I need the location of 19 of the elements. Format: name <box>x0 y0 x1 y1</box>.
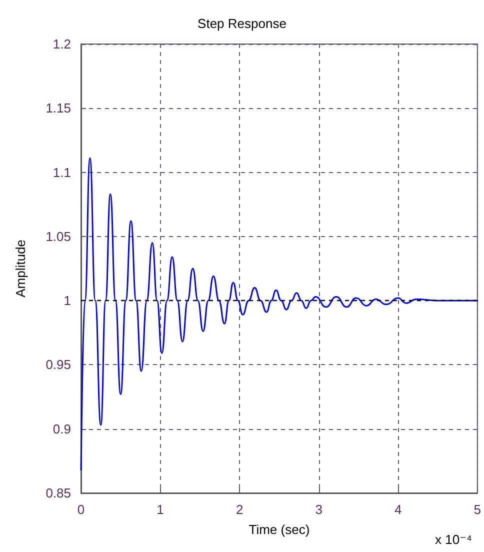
y-tick-label: 1.1 <box>52 164 71 180</box>
y-tick-label: 1.05 <box>46 228 71 244</box>
x-tick-label: 5 <box>474 502 481 517</box>
x-tick-label: 1 <box>156 502 164 517</box>
line-series <box>80 157 478 471</box>
x-tick-label: 3 <box>315 502 322 517</box>
y-axis-title: Amplitude <box>13 240 28 298</box>
text: x 10⁻⁴ <box>434 532 472 547</box>
y-tick-label: 0.85 <box>46 486 71 500</box>
x-tick-label: 4 <box>394 502 402 517</box>
x-tick-label: 0 <box>77 502 85 517</box>
x-axis-title: Time (sec) <box>248 522 310 537</box>
y-tick-label: 1 <box>64 293 71 308</box>
chart-title: Step Response <box>198 16 286 31</box>
y-tick-label: 0.95 <box>46 357 71 372</box>
y-tick-label: 0.9 <box>52 421 71 436</box>
y-tick-label: 1.15 <box>46 100 71 116</box>
y-tick-label: 1.2 <box>52 36 71 52</box>
x-tick-label: 2 <box>236 502 244 517</box>
